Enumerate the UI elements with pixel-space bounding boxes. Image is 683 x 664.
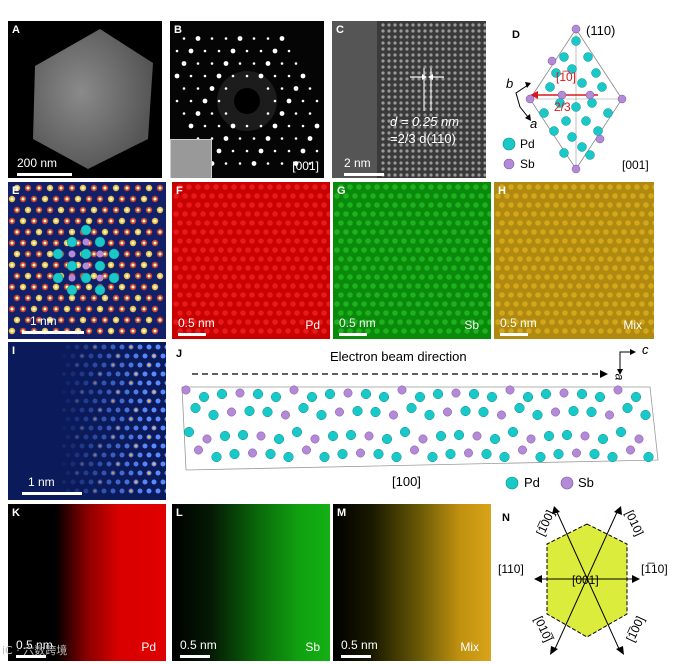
- scale-bar: [341, 655, 371, 658]
- scale-bar: [500, 333, 528, 336]
- panel-f: F 0.5 nm Pd: [172, 182, 330, 339]
- panel-n: N [1̅00] [010] [110] [1̅10] [001] [010̅]…: [494, 504, 674, 661]
- d-spacing-label: d = 0.25 nm: [390, 114, 460, 129]
- panel-g: G 0.5 nm Sb: [333, 182, 491, 339]
- scale-label: 0.5 nm: [339, 316, 376, 330]
- scale-bar: [16, 655, 46, 658]
- element-label: Sb: [305, 640, 320, 654]
- panel-letter: J: [176, 348, 183, 360]
- panel-letter: L: [176, 507, 183, 519]
- hrtem-lattice: [332, 21, 486, 178]
- scale-label: 200 nm: [17, 156, 58, 170]
- watermark: iC · 六数跨境: [2, 644, 68, 657]
- inset-image: [170, 139, 212, 178]
- panel-letter: C: [336, 24, 344, 36]
- scale-label: 2 nm: [344, 156, 371, 170]
- axis-a-label: a: [612, 373, 627, 381]
- scale-label: 0.5 nm: [500, 316, 537, 330]
- panel-letter: M: [337, 507, 347, 519]
- legend-markers: [502, 137, 516, 170]
- panel-e: E 1 nm: [8, 182, 166, 339]
- panel-letter: I: [12, 345, 16, 357]
- panel-d: D (110) [1̅0] 2/3 b a Pd Sb [001]: [494, 21, 674, 178]
- panel-letter: N: [502, 512, 510, 524]
- panel-letter: E: [12, 185, 20, 197]
- nanoplate-hexagon: [33, 29, 153, 169]
- scale-bar: [22, 492, 82, 495]
- scale-bar: [178, 333, 206, 336]
- scale-bar: [344, 173, 384, 176]
- panel-letter: H: [498, 185, 506, 197]
- direction-label: [1̅0]: [556, 70, 577, 84]
- diffraction-pattern: [174, 36, 320, 166]
- axis-c-label: c: [642, 342, 649, 357]
- d-relation-label: =2/3 d(110): [390, 131, 456, 146]
- scale-bar: [17, 173, 72, 176]
- panel-letter: D: [512, 29, 520, 41]
- beam-direction-label: Electron beam direction: [330, 349, 467, 364]
- eds-map-pd: [173, 184, 330, 334]
- panel-i: I 1 nm: [8, 342, 166, 500]
- legend-pd: Pd: [524, 475, 540, 490]
- panel-j: J Electron beam direction c a [100] Pd S…: [172, 342, 672, 500]
- legend-pd: Pd: [520, 137, 535, 151]
- scale-bar: [22, 331, 84, 334]
- panel-b: B [001]: [170, 21, 324, 178]
- panel-letter: A: [12, 24, 20, 36]
- haadf-side-image: [61, 344, 166, 494]
- scale-label: 0.5 nm: [180, 638, 217, 652]
- panel-letter: K: [12, 507, 20, 519]
- panel-h: H 0.5 nm Mix: [494, 182, 654, 339]
- dir-right: [1̅10]: [641, 562, 668, 576]
- panel-m: M 0.5 nm Mix: [333, 504, 491, 661]
- panel-letter: F: [176, 185, 183, 197]
- scale-bar: [180, 655, 210, 658]
- scale-bar: [339, 333, 367, 336]
- dir-left: [110]: [498, 562, 524, 576]
- zone-axis-label: [001]: [622, 158, 649, 172]
- crystal-structure-001: [515, 24, 627, 174]
- element-label: Sb: [464, 318, 479, 332]
- scale-label: 1 nm: [28, 475, 55, 489]
- zone-axis-label: [100]: [392, 474, 421, 489]
- eds-map-sb: [334, 184, 491, 334]
- panel-a: A 200 nm: [8, 21, 162, 178]
- legend-sb: Sb: [520, 157, 535, 171]
- element-label: Pd: [305, 318, 320, 332]
- panel-c: C d = 0.25 nm =2/3 d(110) 2 nm: [332, 21, 486, 178]
- panel-k: K 0.5 nm Pd: [8, 504, 166, 661]
- panel-letter: B: [174, 24, 182, 36]
- panel-letter: G: [337, 185, 346, 197]
- dir-center: [001]: [572, 573, 599, 587]
- plane-label: (110): [586, 23, 616, 38]
- fraction-label: 2/3: [554, 100, 571, 114]
- axis-a-label: a: [530, 116, 538, 131]
- scale-label: 0.5 nm: [16, 638, 53, 652]
- crystal-structure-100: [181, 349, 659, 471]
- spacing-markers: [410, 68, 444, 111]
- axis-b-label: b: [506, 76, 514, 91]
- element-label: Pd: [141, 640, 156, 654]
- scale-label: 0.5 nm: [178, 316, 215, 330]
- haadf-image: [8, 184, 164, 335]
- panel-l: L 0.5 nm Sb: [172, 504, 330, 661]
- scale-label: 0.5 nm: [341, 638, 378, 652]
- eds-map-mix: [495, 184, 654, 334]
- scale-label: 1 nm: [30, 314, 57, 328]
- legend-sb: Sb: [578, 475, 594, 490]
- zone-axis-label: [001]: [292, 159, 319, 173]
- facet-direction-diagram: [534, 506, 640, 655]
- element-label: Mix: [623, 318, 642, 332]
- element-label: Mix: [460, 640, 479, 654]
- legend-markers: [505, 476, 574, 490]
